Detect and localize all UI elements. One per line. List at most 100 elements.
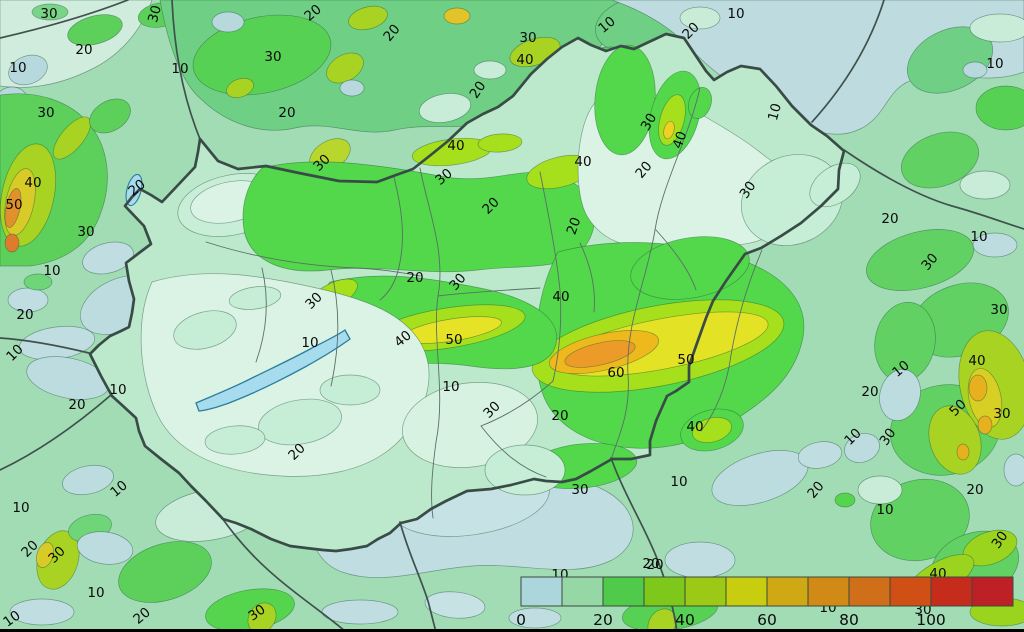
contour-label: 10 xyxy=(970,229,987,245)
contour-blob xyxy=(62,464,114,496)
contour-blob xyxy=(228,286,282,310)
contour-blob xyxy=(664,541,736,579)
contour-label: 40 xyxy=(686,419,703,435)
contour-label: 50 xyxy=(5,197,22,213)
county-line xyxy=(379,176,403,301)
colorbar-cell xyxy=(643,576,686,607)
contour-label: 30 xyxy=(519,30,536,46)
contour-label: 20 xyxy=(406,270,423,286)
contour-label: 30 xyxy=(264,49,281,65)
colorbar-tick-label: 20 xyxy=(593,611,613,629)
contour-label: 30 xyxy=(571,482,588,498)
contour-blob xyxy=(809,162,861,208)
contour-label: 40 xyxy=(447,138,464,154)
contour-blob xyxy=(508,607,562,629)
contour-blob xyxy=(348,5,388,31)
contour-blob xyxy=(204,425,266,455)
contour-label: 40 xyxy=(516,52,533,68)
contour-label: 30 xyxy=(993,406,1010,422)
contour-label: 20 xyxy=(564,215,585,237)
county-line xyxy=(611,87,701,458)
county-line xyxy=(205,241,421,277)
contour-blob xyxy=(82,241,134,275)
contour-blob xyxy=(339,79,365,97)
colorbar-tick-label: 40 xyxy=(675,611,695,629)
contour-blob xyxy=(89,98,131,134)
contour-label: 40 xyxy=(574,154,591,170)
contour-blob xyxy=(968,374,988,402)
contour-blob xyxy=(564,340,636,368)
contour-blob xyxy=(418,93,472,123)
colorbar-tick-label: 100 xyxy=(916,611,946,629)
county-line xyxy=(539,171,562,382)
contour-blob xyxy=(8,54,48,86)
contour-label: 60 xyxy=(607,365,624,381)
contour-label: 40 xyxy=(670,129,691,151)
border-hr-ba xyxy=(221,517,347,632)
contour-blob xyxy=(319,374,381,406)
contour-blob xyxy=(857,475,903,505)
contour-blob xyxy=(879,369,921,421)
contour-label: 40 xyxy=(24,175,41,191)
contour-label: 20 xyxy=(881,211,898,227)
contour-blob xyxy=(4,233,20,253)
border-ro-rs xyxy=(610,457,678,632)
contour-blob xyxy=(844,433,880,463)
contour-label: 10 xyxy=(43,263,60,279)
contour-blob xyxy=(473,60,507,80)
contour-label: 20 xyxy=(966,482,983,498)
contour-blob xyxy=(663,120,675,140)
contour-blob xyxy=(959,170,1011,200)
contour-label: 10 xyxy=(87,585,104,601)
colorbar-cell xyxy=(602,576,645,607)
contour-blob xyxy=(443,7,471,25)
contour-blob xyxy=(76,531,134,565)
contour-blob xyxy=(477,133,523,153)
contour-blob xyxy=(977,415,993,435)
contour-blob xyxy=(118,541,212,603)
colorbar-cell xyxy=(971,576,1014,607)
contour-label: 20 xyxy=(278,105,295,121)
contour-label: 20 xyxy=(68,397,85,413)
contour-blob xyxy=(1003,453,1024,487)
colorbar-cell xyxy=(930,576,973,607)
colorbar-cell xyxy=(766,576,809,607)
contour-label: 20 xyxy=(551,408,568,424)
county-line xyxy=(330,269,339,387)
contour-label: 50 xyxy=(677,352,694,368)
contour-label: 10 xyxy=(727,6,744,22)
colorbar-tick-label: 80 xyxy=(839,611,859,629)
border-at-si xyxy=(0,337,90,354)
contour-blob xyxy=(424,591,486,619)
contour-label: 30 xyxy=(77,224,94,240)
contour-blob xyxy=(36,542,54,568)
county-line xyxy=(655,229,697,291)
county-line xyxy=(579,242,595,313)
contour-blob xyxy=(679,6,721,30)
contour-label: 20 xyxy=(642,556,659,572)
contour-label: 30 xyxy=(145,4,165,25)
county-line xyxy=(480,425,547,478)
contour-label: 30 xyxy=(37,105,54,121)
contour-blob xyxy=(901,131,979,189)
colorbar-cell xyxy=(848,576,891,607)
contour-label: 10 xyxy=(442,379,459,395)
contour-blob xyxy=(928,405,982,475)
border-ua-ro xyxy=(843,149,1024,230)
colorbar-tick-label: 0 xyxy=(516,611,526,629)
contour-blob xyxy=(192,14,332,96)
contour-label: 10 xyxy=(301,335,318,351)
county-line xyxy=(700,249,763,432)
colorbar-cell xyxy=(807,576,850,607)
contour-blob xyxy=(23,273,53,291)
contour-label: 10 xyxy=(876,502,893,518)
contour-blob xyxy=(797,441,843,469)
contour-label: 30 xyxy=(990,302,1007,318)
contour-blob xyxy=(31,3,69,21)
contour-blob xyxy=(321,599,399,625)
contour-blob xyxy=(9,598,75,626)
contour-blob xyxy=(211,11,245,33)
contour-blob xyxy=(67,14,123,46)
